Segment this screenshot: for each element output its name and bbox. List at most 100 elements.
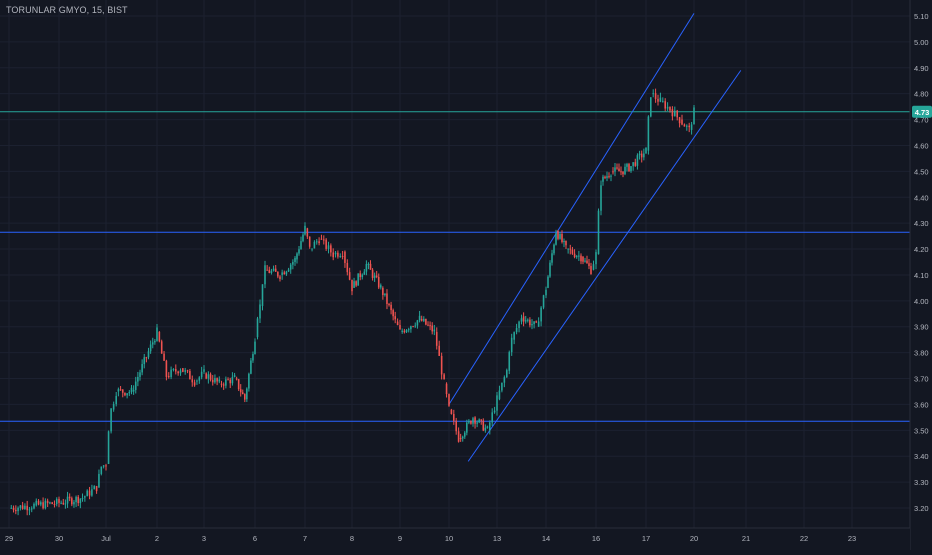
candle-body <box>638 153 641 156</box>
candle-body <box>501 382 503 391</box>
time-axis[interactable]: 29 30 Jul 2 3 6 7 8 9 10 13 14 16 17 20 21 22 23 <box>0 527 910 550</box>
candle-body <box>19 505 22 508</box>
candle-body <box>386 293 388 305</box>
candle-body <box>480 419 483 421</box>
candle-body <box>420 318 423 321</box>
channel-upper-line[interactable] <box>448 13 695 405</box>
candle-body <box>42 502 44 509</box>
candle-body <box>671 109 674 117</box>
candle-body <box>533 321 535 325</box>
candle-body <box>553 244 555 254</box>
time-tick-label: 9 <box>398 534 402 543</box>
candle-body <box>77 496 80 504</box>
candle-body <box>294 257 296 262</box>
candle-body <box>355 281 357 286</box>
horizontal-levels[interactable] <box>0 111 910 422</box>
price-tick-label: 3.50 <box>914 426 929 435</box>
candle-body <box>115 395 117 405</box>
candle-body <box>98 473 100 488</box>
candle-body <box>624 166 626 175</box>
candle-body <box>535 321 537 323</box>
candle-body <box>620 171 622 173</box>
candle-body <box>357 273 359 286</box>
candle-body <box>367 263 370 265</box>
candle-body <box>520 318 523 322</box>
candle-body <box>189 371 191 380</box>
candle-body <box>678 117 681 124</box>
candle-body <box>30 508 33 510</box>
candle-body <box>489 422 491 431</box>
candle-body <box>348 272 351 280</box>
candle-body <box>40 502 42 505</box>
candles <box>10 88 695 516</box>
candle-body <box>575 255 578 258</box>
candle-body <box>302 234 304 242</box>
candle-body <box>416 320 419 326</box>
time-axis-background <box>0 528 910 550</box>
candle-body <box>254 341 256 355</box>
candle-body <box>145 357 148 359</box>
candle-body <box>559 234 561 239</box>
candle-body <box>58 498 60 503</box>
trend-channel[interactable] <box>448 13 742 462</box>
candle-body <box>209 374 212 380</box>
candle-body <box>160 341 163 354</box>
candle-body <box>602 176 604 182</box>
candle-body <box>403 330 406 333</box>
price-tick-label: 4.70 <box>914 116 929 125</box>
candle-body <box>53 503 56 505</box>
candle-body <box>551 253 553 263</box>
candle-body <box>119 389 122 391</box>
candle-body <box>205 373 207 379</box>
candle-body <box>55 498 58 505</box>
symbol-title: TORUNLAR GMYO, 15, BIST <box>6 5 128 15</box>
candle-body <box>618 168 620 172</box>
candle-body <box>91 489 93 496</box>
price-tick-label: 4.90 <box>914 64 929 73</box>
candle-body <box>95 486 98 492</box>
candle-body <box>571 249 574 254</box>
candle-body <box>86 490 88 497</box>
candle-body <box>401 330 403 332</box>
candle-body <box>105 465 107 467</box>
candle-body <box>270 270 273 273</box>
candle-body <box>239 389 242 393</box>
candle-body <box>664 101 666 109</box>
candle-body <box>515 327 518 333</box>
price-axis[interactable]: 3.20 3.30 3.40 3.50 3.60 3.70 3.80 3.90 4.00 4.10… <box>909 0 932 550</box>
candle-body <box>12 507 15 510</box>
candle-body <box>10 507 13 509</box>
candle-body <box>73 502 75 505</box>
candle-body <box>121 389 124 393</box>
candle-body <box>332 252 334 258</box>
candle-body <box>320 238 323 240</box>
candle-body <box>259 304 261 319</box>
candle-body <box>222 384 225 386</box>
candle-body <box>272 268 275 271</box>
candle-body <box>455 420 457 432</box>
candle-body <box>62 502 65 505</box>
time-tick-label: 17 <box>642 534 650 543</box>
candle-body <box>147 351 150 358</box>
candle-body <box>266 269 268 271</box>
candle-body <box>557 230 559 239</box>
time-tick-label: 7 <box>303 534 307 543</box>
candle-body <box>186 370 189 372</box>
candle-body <box>325 239 327 249</box>
candle-body <box>423 318 425 321</box>
candle-body <box>248 373 250 389</box>
candle-body <box>110 408 112 432</box>
candle-body <box>28 509 31 511</box>
candle-body <box>506 370 508 378</box>
time-tick-label: 30 <box>55 534 63 543</box>
candle-body <box>498 390 501 400</box>
candle-body <box>154 340 156 343</box>
candle-body <box>337 252 339 257</box>
candle-body <box>508 352 511 371</box>
candle-body <box>117 389 120 392</box>
candle-body <box>486 426 489 428</box>
channel-lower-line[interactable] <box>467 70 742 462</box>
candle-body <box>274 268 277 272</box>
